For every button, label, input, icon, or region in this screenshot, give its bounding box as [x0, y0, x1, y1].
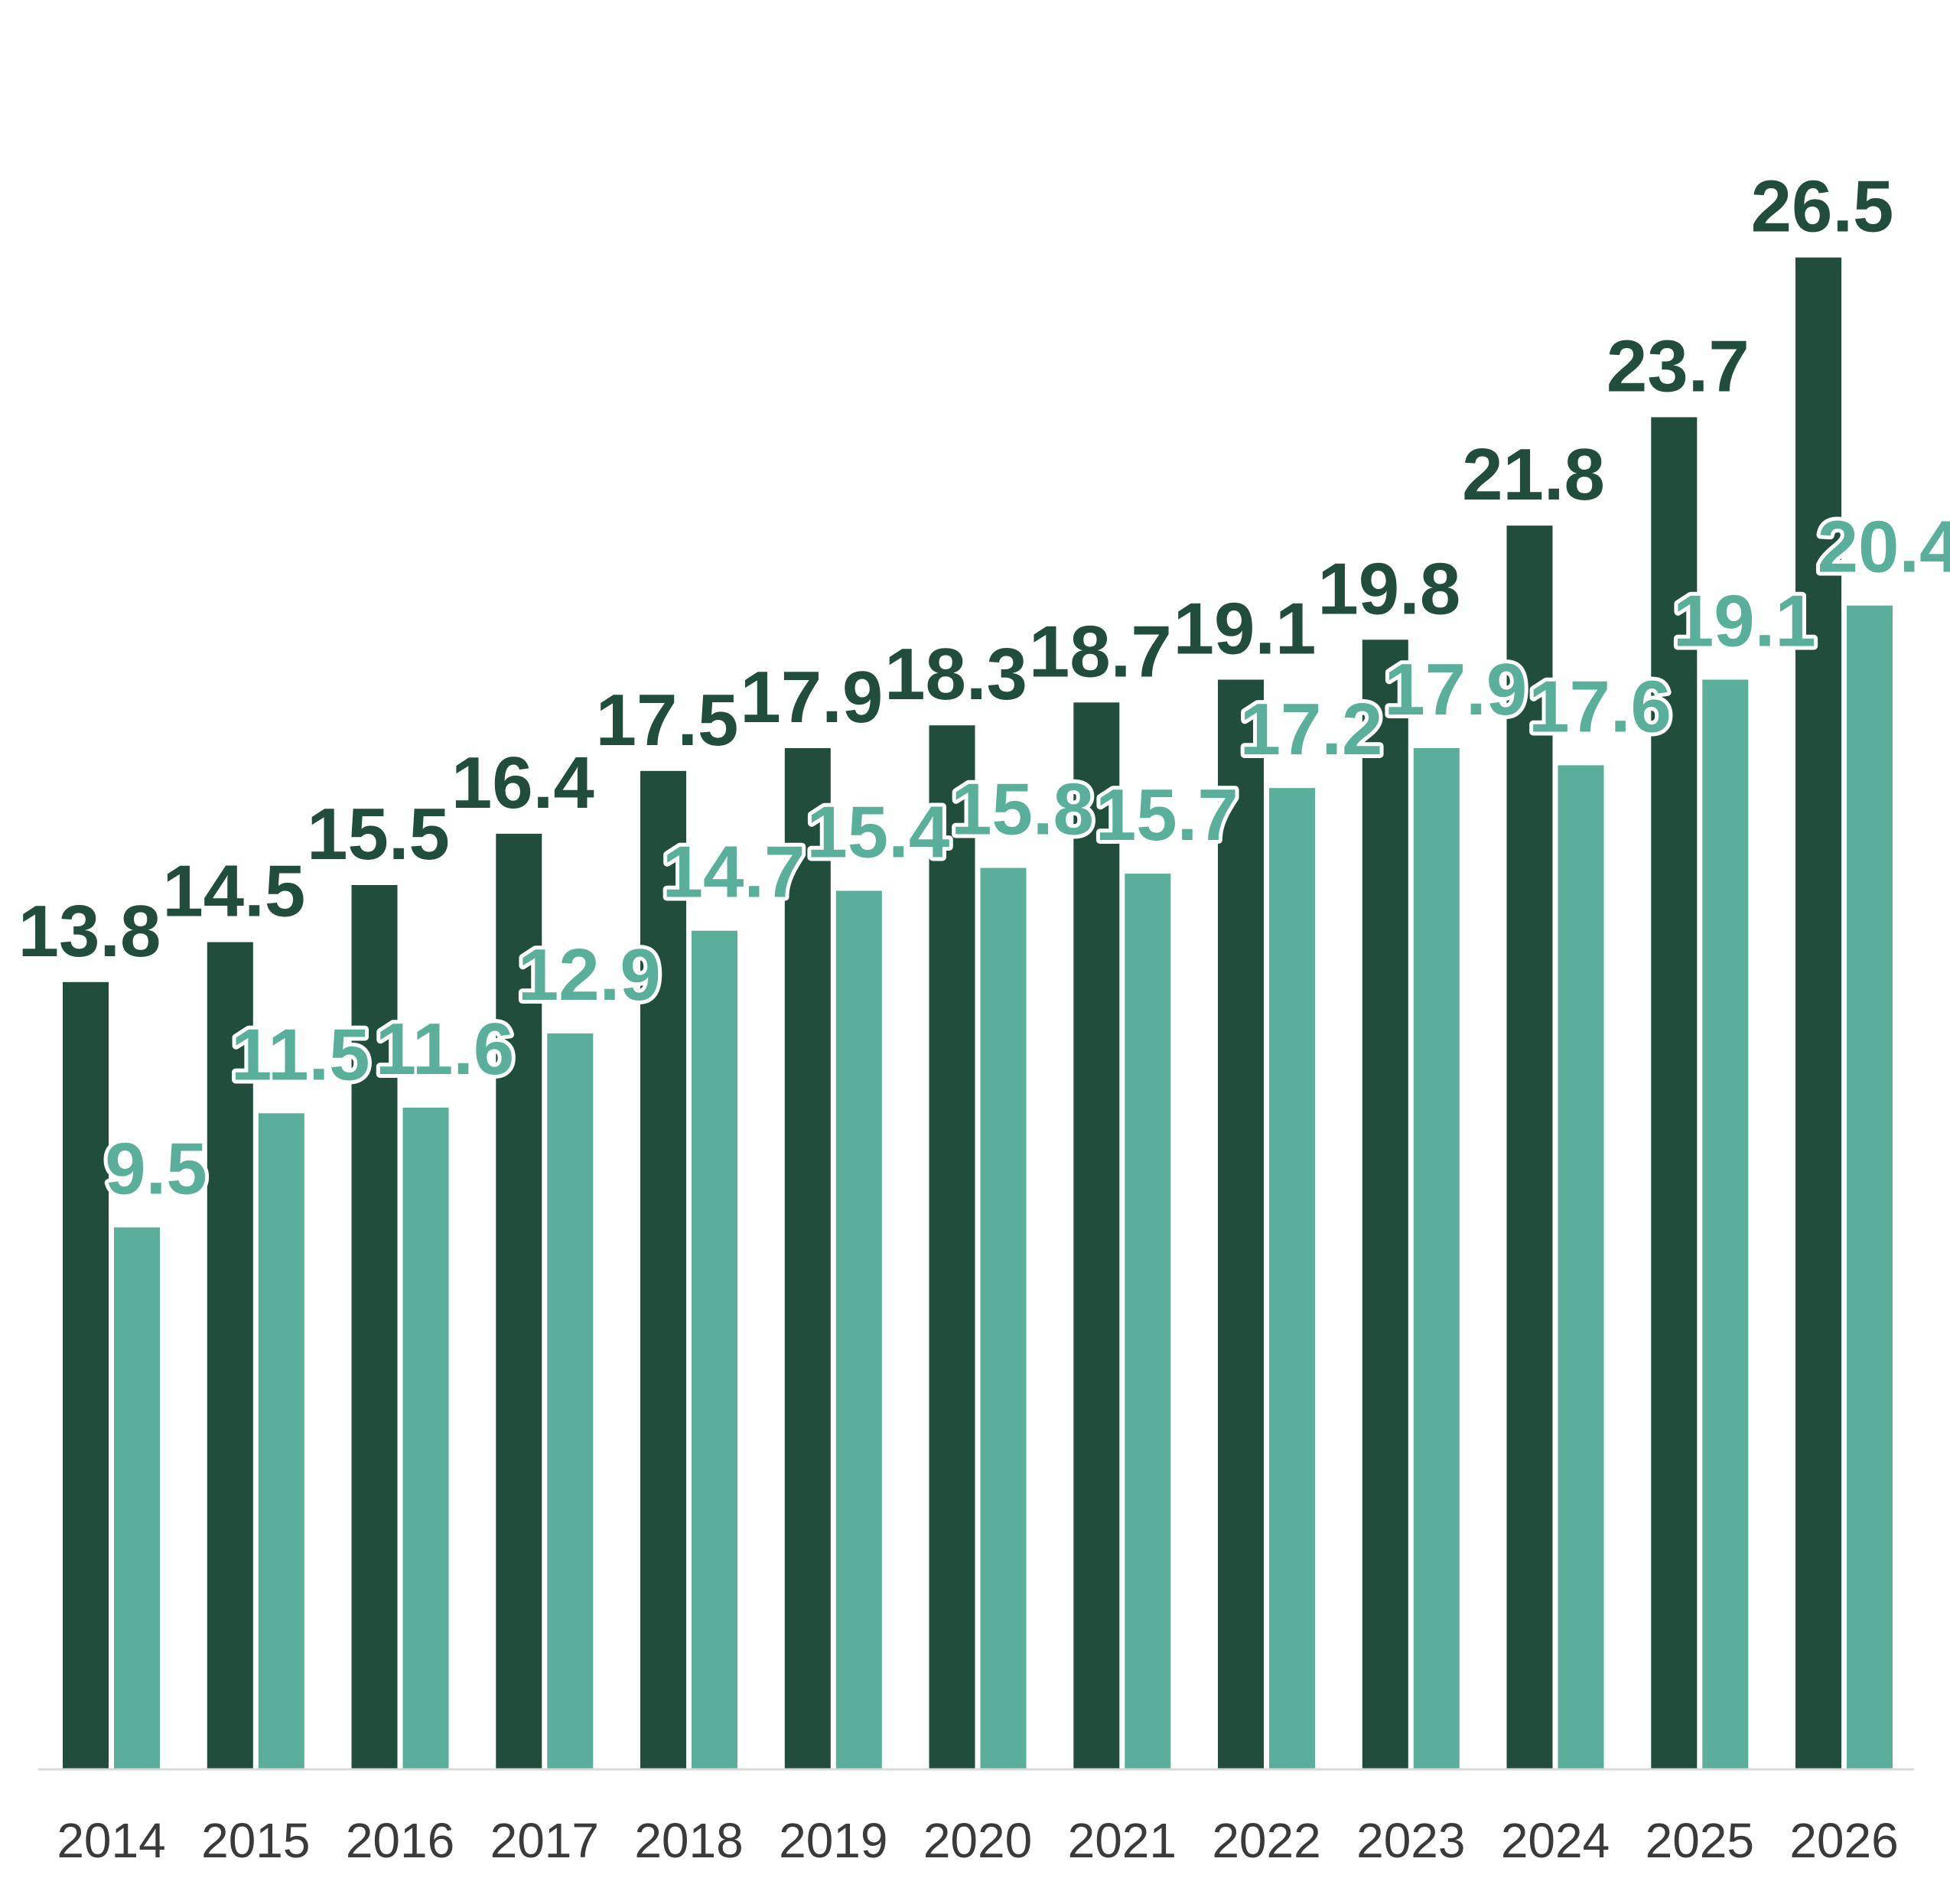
bar-light-2015 [258, 1113, 304, 1769]
value-label-dark-2020: 18.3 [884, 633, 1027, 715]
x-tick-label-2019: 2019 [779, 1813, 887, 1868]
x-tick-label-2022: 2022 [1212, 1813, 1320, 1868]
value-label-light-2018: 14.7 [662, 832, 806, 913]
bar-dark-2020 [929, 725, 975, 1770]
bar-light-2024 [1558, 765, 1604, 1769]
value-label-dark-2024: 21.8 [1462, 434, 1605, 516]
bar-light-2018 [692, 930, 737, 1769]
bar-dark-2016 [351, 885, 398, 1769]
bar-light-2023 [1413, 748, 1460, 1769]
value-labels-layer: 13.89.514.511.515.511.616.412.917.514.71… [18, 166, 1950, 1214]
x-tick-label-2021: 2021 [1068, 1813, 1177, 1868]
value-label-dark-2022: 19.1 [1174, 588, 1317, 670]
value-label-light-2022: 17.2 [1240, 688, 1383, 770]
bar-dark-2025 [1651, 417, 1698, 1769]
value-label-dark-2021: 18.7 [1029, 610, 1172, 692]
value-label-dark-2014: 13.8 [18, 890, 161, 972]
bar-dark-2024 [1506, 526, 1553, 1769]
value-label-light-2024: 17.6 [1528, 666, 1672, 747]
x-tick-label-2018: 2018 [634, 1813, 743, 1868]
value-label-light-2021: 15.7 [1095, 774, 1239, 856]
value-label-light-2015: 11.5 [231, 1014, 370, 1095]
bar-light-2019 [835, 890, 882, 1769]
x-tick-labels-layer: 2014 2015 2016 2017 2018 2019 2020 2021 2022 2023… [57, 1813, 1898, 1868]
bar-dark-2017 [496, 833, 542, 1769]
x-tick-label-2017: 2017 [490, 1813, 599, 1868]
bar-light-2025 [1702, 679, 1749, 1769]
bar-dark-2026 [1795, 257, 1841, 1770]
bar-dark-2021 [1073, 702, 1120, 1769]
bar-light-2026 [1847, 605, 1893, 1769]
bar-dark-2019 [784, 748, 831, 1769]
value-label-dark-2017: 16.4 [451, 742, 594, 824]
x-tick-label-2014: 2014 [57, 1813, 165, 1868]
x-tick-label-2024: 2024 [1501, 1813, 1610, 1868]
value-label-light-2019: 15.4 [806, 792, 949, 874]
value-label-dark-2018: 17.5 [596, 679, 739, 761]
bar-light-2014 [114, 1227, 160, 1769]
bar-light-2017 [547, 1033, 594, 1769]
bar-dark-2018 [640, 770, 686, 1769]
x-tick-label-2015: 2015 [201, 1813, 310, 1868]
value-label-light-2020: 15.8 [951, 769, 1094, 851]
bars-layer [63, 257, 1893, 1770]
value-label-dark-2023: 19.8 [1317, 548, 1460, 630]
value-label-dark-2016: 15.5 [307, 793, 450, 875]
x-tick-label-2016: 2016 [346, 1813, 454, 1868]
value-label-dark-2015: 14.5 [162, 851, 305, 932]
x-tick-label-2023: 2023 [1356, 1813, 1465, 1868]
bar-dark-2014 [63, 981, 109, 1769]
bar-dark-2022 [1218, 679, 1264, 1769]
bar-light-2022 [1269, 788, 1315, 1769]
value-label-light-2014: 9.5 [105, 1128, 207, 1210]
bar-light-2021 [1125, 874, 1171, 1769]
value-label-dark-2025: 23.7 [1607, 325, 1750, 407]
value-label-light-2025: 19.1 [1673, 581, 1816, 662]
bar-light-2016 [402, 1107, 449, 1769]
x-tick-label-2026: 2026 [1789, 1813, 1898, 1868]
bar-light-2020 [980, 867, 1027, 1769]
value-label-light-2017: 12.9 [518, 934, 661, 1016]
value-label-dark-2019: 17.9 [740, 656, 883, 738]
x-tick-label-2025: 2025 [1646, 1813, 1754, 1868]
value-label-light-2026: 20.4 [1818, 506, 1950, 588]
value-label-dark-2026: 26.5 [1751, 166, 1894, 248]
bar-dark-2023 [1362, 640, 1408, 1769]
x-tick-label-2020: 2020 [923, 1813, 1032, 1868]
value-label-light-2023: 17.9 [1384, 649, 1527, 731]
value-label-light-2016: 11.6 [376, 1008, 515, 1090]
bar-dark-2015 [207, 942, 253, 1769]
